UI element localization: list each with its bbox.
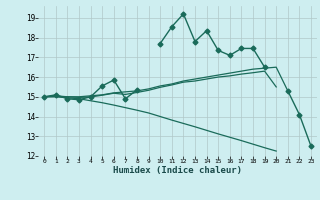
X-axis label: Humidex (Indice chaleur): Humidex (Indice chaleur)	[113, 166, 242, 175]
